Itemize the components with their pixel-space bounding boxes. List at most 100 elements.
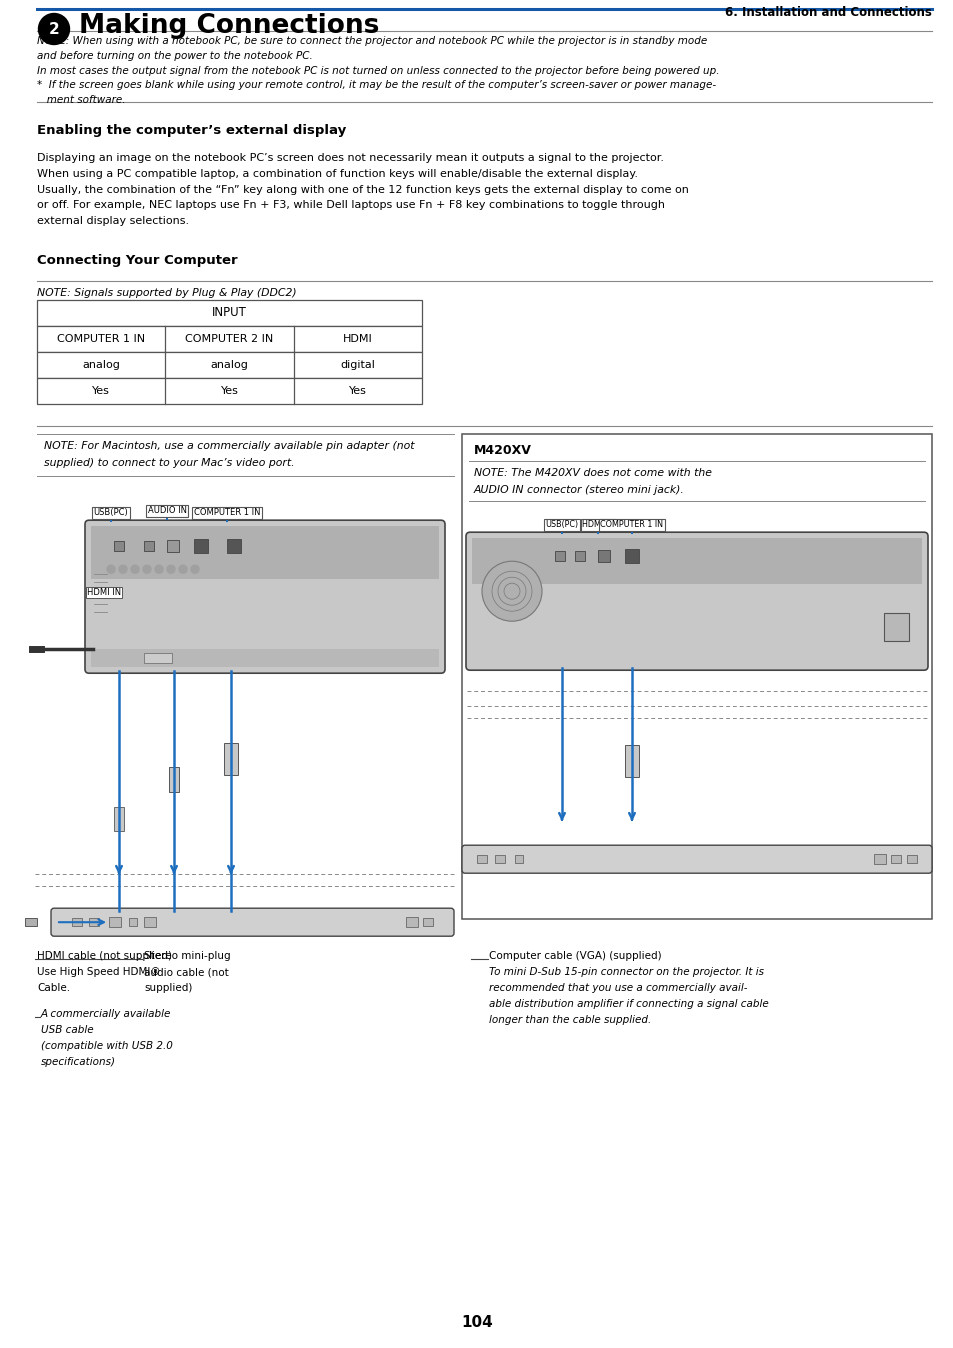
Bar [113, 807, 124, 832]
Bar [91, 526, 438, 580]
Bar [91, 650, 438, 667]
Bar [873, 855, 885, 864]
Bar [906, 855, 916, 863]
Bar [461, 434, 931, 919]
Bar [144, 654, 172, 663]
Bar [624, 549, 639, 563]
Text: Use High Speed HDMI®: Use High Speed HDMI® [37, 968, 160, 977]
Text: Connecting Your Computer: Connecting Your Computer [37, 253, 237, 267]
Text: ment software.: ment software. [37, 96, 126, 105]
Text: COMPUTER 1 IN: COMPUTER 1 IN [57, 334, 145, 344]
Bar [624, 745, 639, 778]
Bar [37, 299, 421, 326]
Text: INPUT: INPUT [212, 306, 247, 319]
Bar [169, 767, 179, 791]
Circle shape [191, 565, 199, 573]
Text: HDMI cable (not supplied): HDMI cable (not supplied) [37, 952, 172, 961]
Text: audio cable (not: audio cable (not [144, 968, 229, 977]
Circle shape [143, 565, 151, 573]
Text: digital: digital [340, 360, 375, 369]
Text: 6. Installation and Connections: 6. Installation and Connections [724, 5, 931, 19]
Circle shape [38, 13, 70, 44]
Text: analog: analog [211, 360, 248, 369]
Text: able distribution amplifier if connecting a signal cable: able distribution amplifier if connectin… [489, 999, 768, 1010]
Text: or off. For example, NEC laptops use Fn + F3, while Dell laptops use Fn + F8 key: or off. For example, NEC laptops use Fn … [37, 201, 664, 210]
Text: M420XV: M420XV [474, 443, 532, 457]
Text: COMPUTER 2 IN: COMPUTER 2 IN [185, 334, 274, 344]
Bar [89, 918, 99, 926]
Text: Yes: Yes [92, 386, 110, 396]
Text: 2: 2 [49, 22, 59, 36]
Text: Making Connections: Making Connections [79, 13, 379, 39]
FancyBboxPatch shape [51, 909, 454, 937]
FancyBboxPatch shape [461, 845, 931, 874]
Bar [193, 539, 208, 553]
Bar [890, 855, 900, 863]
Bar [25, 918, 37, 926]
Text: recommended that you use a commercially avail-: recommended that you use a commercially … [489, 983, 747, 993]
Text: USB(PC): USB(PC) [545, 520, 578, 530]
Text: HDMI IN: HDMI IN [581, 520, 613, 530]
Bar [495, 855, 504, 863]
Bar [37, 326, 421, 352]
Bar [224, 743, 237, 775]
Text: HDMI IN: HDMI IN [87, 588, 121, 597]
Text: When using a PC compatible laptop, a combination of function keys will enable/di: When using a PC compatible laptop, a com… [37, 168, 638, 179]
Bar [144, 541, 153, 551]
Text: specifications): specifications) [41, 1057, 116, 1068]
Text: Yes: Yes [220, 386, 238, 396]
Text: 104: 104 [460, 1316, 493, 1330]
Text: AUDIO IN connector (stereo mini jack).: AUDIO IN connector (stereo mini jack). [474, 485, 684, 495]
Circle shape [107, 565, 115, 573]
Bar [515, 855, 522, 863]
Circle shape [481, 561, 541, 621]
Circle shape [167, 565, 174, 573]
Text: longer than the cable supplied.: longer than the cable supplied. [489, 1015, 651, 1026]
Text: *  If the screen goes blank while using your remote control, it may be the resul: * If the screen goes blank while using y… [37, 81, 716, 90]
Bar [598, 550, 609, 562]
Text: Usually, the combination of the “Fn” key along with one of the 12 function keys : Usually, the combination of the “Fn” key… [37, 185, 688, 194]
Bar [227, 539, 241, 553]
Text: Displaying an image on the notebook PC’s screen does not necessarily mean it out: Displaying an image on the notebook PC’s… [37, 154, 663, 163]
Text: supplied): supplied) [144, 983, 193, 993]
Text: analog: analog [82, 360, 120, 369]
Circle shape [154, 565, 163, 573]
Text: supplied) to connect to your Mac’s video port.: supplied) to connect to your Mac’s video… [44, 458, 294, 468]
Text: Cable.: Cable. [37, 983, 71, 993]
Text: NOTE: For Macintosh, use a commercially available pin adapter (not: NOTE: For Macintosh, use a commercially … [44, 441, 414, 450]
Bar [144, 917, 156, 927]
Text: Enabling the computer’s external display: Enabling the computer’s external display [37, 124, 346, 137]
Circle shape [119, 565, 127, 573]
Bar [472, 538, 921, 584]
Text: In most cases the output signal from the notebook PC is not turned on unless con: In most cases the output signal from the… [37, 66, 719, 75]
Circle shape [179, 565, 187, 573]
Text: HDMI: HDMI [342, 334, 373, 344]
Bar [883, 613, 908, 642]
Bar [575, 551, 584, 561]
FancyBboxPatch shape [85, 520, 444, 673]
Bar [129, 918, 137, 926]
Text: and before turning on the power to the notebook PC.: and before turning on the power to the n… [37, 51, 313, 61]
Text: external display selections.: external display selections. [37, 216, 189, 226]
Bar [422, 918, 433, 926]
Bar [406, 917, 417, 927]
Text: NOTE: When using with a notebook PC, be sure to connect the projector and notebo: NOTE: When using with a notebook PC, be … [37, 36, 706, 46]
Text: AUDIO IN: AUDIO IN [148, 507, 186, 515]
Bar [555, 551, 564, 561]
Bar [476, 855, 486, 863]
Text: COMPUTER 1 IN: COMPUTER 1 IN [599, 520, 662, 530]
FancyBboxPatch shape [465, 532, 927, 670]
Bar [37, 352, 421, 377]
Text: NOTE: The M420XV does not come with the: NOTE: The M420XV does not come with the [474, 468, 711, 477]
Bar [37, 377, 421, 403]
Text: Stereo mini-plug: Stereo mini-plug [144, 952, 231, 961]
Text: USB(PC): USB(PC) [93, 508, 129, 518]
Text: NOTE: Signals supported by Plug & Play (DDC2): NOTE: Signals supported by Plug & Play (… [37, 287, 296, 298]
Bar [71, 918, 82, 926]
Text: To mini D-Sub 15-pin connector on the projector. It is: To mini D-Sub 15-pin connector on the pr… [489, 968, 763, 977]
Text: Yes: Yes [349, 386, 366, 396]
Text: COMPUTER 1 IN: COMPUTER 1 IN [193, 508, 260, 518]
Text: USB cable: USB cable [41, 1026, 93, 1035]
Bar [113, 541, 124, 551]
Bar [109, 917, 121, 927]
